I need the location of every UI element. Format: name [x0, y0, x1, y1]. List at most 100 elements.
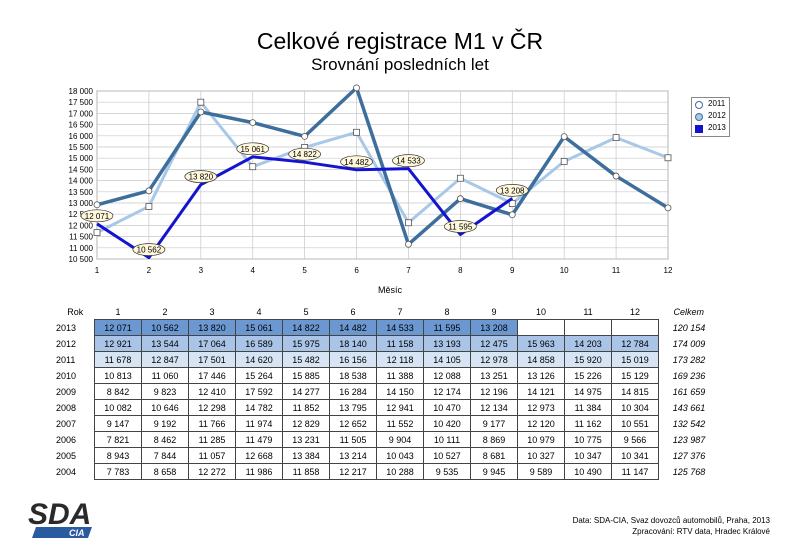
table-cell: 8 681: [470, 447, 518, 464]
column-header: 4: [256, 306, 262, 317]
series-line-2011: [96, 100, 669, 234]
table-cell: 16 284: [329, 383, 377, 400]
table-cell: 9 589: [517, 463, 565, 480]
y-tick-label: 11 500: [69, 233, 93, 242]
x-tick-label: 2: [147, 266, 152, 275]
table-cell: 11 974: [235, 415, 283, 432]
table-cell: 17 064: [188, 335, 236, 352]
table-cell: [564, 319, 612, 336]
table-cell: 15 963: [517, 335, 565, 352]
data-label-bubble-2013: [132, 243, 166, 256]
table-cell: 12 120: [517, 415, 565, 432]
data-point-2011: [93, 229, 101, 237]
table-cell: 11 388: [376, 367, 424, 384]
table-cell: 11 147: [611, 463, 659, 480]
data-label-bubble-2013: [184, 170, 218, 183]
y-tick-label: 17 500: [69, 98, 94, 107]
data-point-2012: [405, 240, 412, 248]
row-year: 2006: [56, 434, 77, 445]
data-point-2012: [456, 195, 464, 203]
table-cell: 13 126: [517, 367, 565, 384]
y-tick-label: 17 000: [69, 109, 94, 118]
row-total: 125 768: [672, 466, 706, 477]
x-tick-label: 12: [664, 266, 673, 275]
x-tick-label: 7: [406, 266, 411, 275]
table-cell: 12 973: [517, 399, 565, 416]
data-label-bubble-2013: [495, 183, 529, 197]
table-cell: 15 264: [235, 367, 283, 384]
table-row: 2006 7 821 8 462 11 285 11 479 13 231 11 505 9 …: [56, 431, 719, 448]
table-cell: 10 551: [611, 415, 659, 432]
table-cell: 9 945: [470, 463, 518, 480]
data-label-2013: 14 822: [292, 150, 317, 159]
x-tick-label: 4: [251, 266, 256, 275]
table-cell: 13 544: [141, 335, 189, 352]
y-tick-label: 13 000: [69, 199, 94, 208]
table-cell: 9 192: [141, 415, 189, 432]
data-point-2012: [301, 132, 309, 140]
table-row: 2004 7 783 8 658 12 272 11 986 11 858 12 217 10…: [56, 463, 719, 480]
data-label-bubble-2013: [80, 209, 114, 223]
row-year: 2008: [56, 402, 77, 413]
table-row: 2008 10 082 10 646 12 298 14 782 11 852 13 795…: [56, 399, 719, 416]
table-cell: 12 921: [94, 335, 142, 352]
data-label-bubble-2013: [392, 154, 425, 168]
data-point-2012: [93, 201, 101, 209]
data-point-2012: [145, 187, 153, 195]
table-cell: 10 527: [423, 447, 471, 464]
column-header: Celkem: [673, 306, 704, 317]
table-cell: 15 482: [282, 351, 330, 368]
table-cell: 8 842: [94, 383, 142, 400]
table-cell: 12 652: [329, 415, 377, 432]
table-cell: 10 979: [517, 431, 565, 448]
table-cell: 13 795: [329, 399, 377, 416]
data-point-2011: [560, 157, 568, 165]
column-header: 9: [491, 306, 497, 317]
x-tick-label: 5: [302, 266, 307, 275]
table-cell: 12 174: [423, 383, 471, 400]
table-cell: 9 904: [376, 431, 424, 448]
table-cell: 8 658: [141, 463, 189, 480]
data-point-2012: [612, 172, 620, 180]
table-cell: 14 533: [376, 319, 424, 336]
data-label-bubble-2013: [288, 147, 321, 161]
data-label-bubble-2013: [444, 220, 477, 233]
data-point-2011: [664, 154, 672, 162]
source-line-2: Zpracování: RTV data, Hradec Králové: [632, 527, 770, 536]
table-cell: 13 384: [282, 447, 330, 464]
legend-item-2012: 2012: [692, 110, 729, 122]
row-total: 173 282: [672, 354, 706, 365]
legend-marker-2013: [695, 125, 703, 133]
row-year: 2012: [56, 338, 77, 349]
table-cell: 9 147: [94, 415, 142, 432]
table-cell: 11 505: [329, 431, 377, 448]
row-total: 174 009: [672, 338, 706, 349]
table-cell: 11 479: [235, 431, 283, 448]
table-cell: 15 129: [611, 367, 659, 384]
data-point-2012: [560, 133, 568, 141]
legend-label-2011: 2011: [708, 99, 726, 108]
sda-cia-logo: SDA CIA: [26, 494, 94, 540]
table-cell: 16 589: [235, 335, 283, 352]
data-label-2013: 14 533: [396, 157, 421, 166]
table-cell: 7 821: [94, 431, 142, 448]
column-header: 5: [303, 306, 309, 317]
table-cell: 11 057: [188, 447, 236, 464]
data-point-2011: [456, 174, 464, 182]
chart-subtitle: Srovnání posledních let: [311, 55, 489, 74]
table-cell: 11 162: [564, 415, 612, 432]
row-year: 2010: [56, 370, 77, 381]
data-point-2012: [353, 84, 360, 92]
table-cell: [611, 319, 659, 336]
legend-item-2011: 2011: [692, 98, 729, 110]
data-point-2011: [405, 219, 412, 227]
table-cell: 15 920: [564, 351, 612, 368]
legend-marker-2012: [695, 113, 703, 121]
table-cell: 11 858: [282, 463, 330, 480]
table-cell: 15 885: [282, 367, 330, 384]
row-year: 2013: [56, 322, 77, 333]
table-cell: 11 158: [376, 335, 424, 352]
data-point-2011: [145, 203, 153, 210]
table-cell: 11 384: [564, 399, 612, 416]
row-total: 169 236: [672, 370, 706, 381]
